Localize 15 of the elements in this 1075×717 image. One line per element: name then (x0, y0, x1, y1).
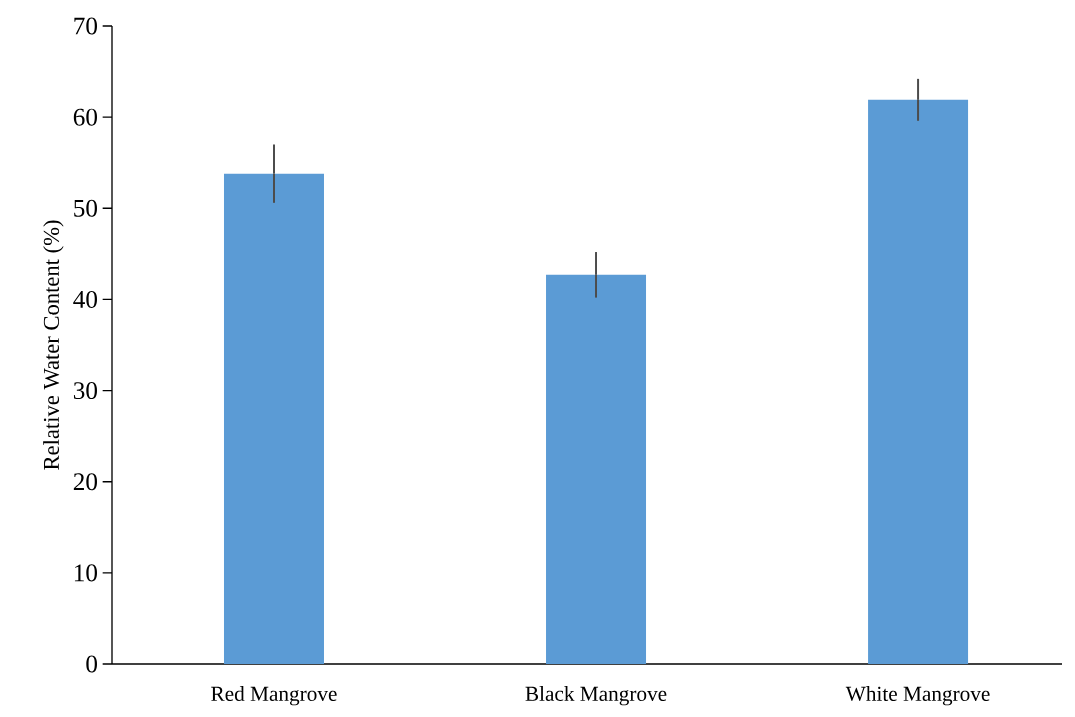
y-tick-label: 30 (73, 382, 97, 400)
bar (546, 274, 647, 664)
bar (223, 173, 324, 664)
y-tick-label: 20 (73, 473, 97, 491)
y-tick-label: 0 (86, 655, 97, 673)
y-tick-label: 70 (74, 17, 97, 35)
x-tick-label: White Mangrove (845, 686, 990, 706)
y-axis-title: Relative Water Content (%) (43, 220, 64, 470)
y-tick-label: 50 (74, 199, 97, 217)
y-tick-label: 40 (73, 290, 97, 308)
y-tick-label: 10 (74, 564, 97, 582)
bar (868, 99, 969, 664)
x-tick-label: Black Mangrove (525, 686, 667, 706)
y-tick-label: 60 (73, 108, 97, 126)
x-tick-label: Red Mangrove (211, 686, 337, 706)
